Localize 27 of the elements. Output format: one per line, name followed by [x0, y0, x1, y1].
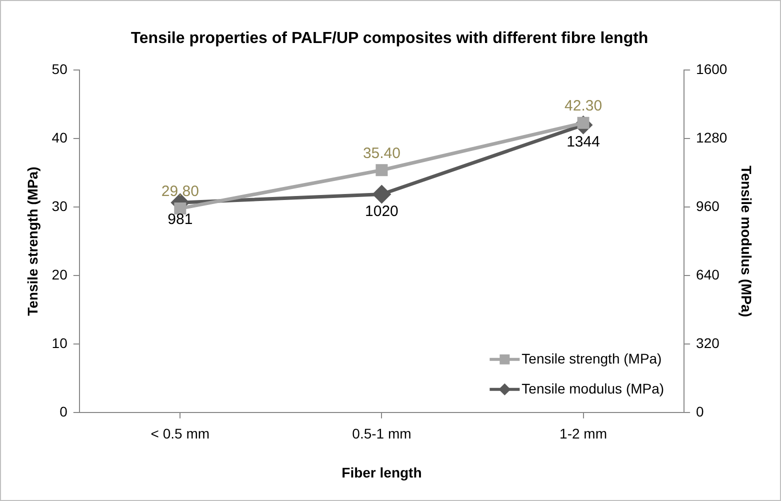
y-tick-label: 40: [52, 130, 68, 146]
y-tick-label: 10: [52, 334, 68, 351]
chart-title: Tensile properties of PALF/UP composites with different fibre length: [130, 30, 648, 48]
y-tick-label: 20: [52, 266, 68, 282]
x-axis-title: Fiber length: [342, 464, 422, 480]
data-label: 35.40: [362, 144, 400, 162]
y-tick-label: 0: [60, 403, 68, 420]
data-label: 29.80: [161, 183, 199, 200]
data-label: 1020: [365, 202, 398, 220]
y2-tick-label: 0: [696, 403, 704, 420]
legend-label: Tensile strength (MPa): [522, 350, 662, 366]
data-label: 42.30: [564, 98, 602, 115]
legend-label: Tensile modulus (MPa): [522, 380, 664, 396]
x-tick-label: 0.5-1 mm: [352, 426, 412, 442]
x-tick-label: < 0.5 mm: [150, 426, 210, 442]
y-axis-title: Tensile strength (MPa): [24, 166, 40, 316]
y2-tick-label: 320: [696, 334, 720, 351]
data-label: 1344: [566, 134, 600, 151]
y2-tick-label: 1600: [696, 61, 728, 78]
y2-tick-label: 1280: [696, 130, 728, 146]
y-tick-label: 50: [52, 61, 68, 78]
y2-tick-label: 640: [696, 266, 720, 282]
y2-axis-title: Tensile modulus (MPa): [738, 166, 755, 318]
data-label: 981: [168, 211, 193, 228]
y-tick-label: 30: [52, 198, 68, 214]
y2-tick-label: 960: [696, 198, 720, 214]
x-tick-label: 1-2 mm: [560, 426, 607, 442]
